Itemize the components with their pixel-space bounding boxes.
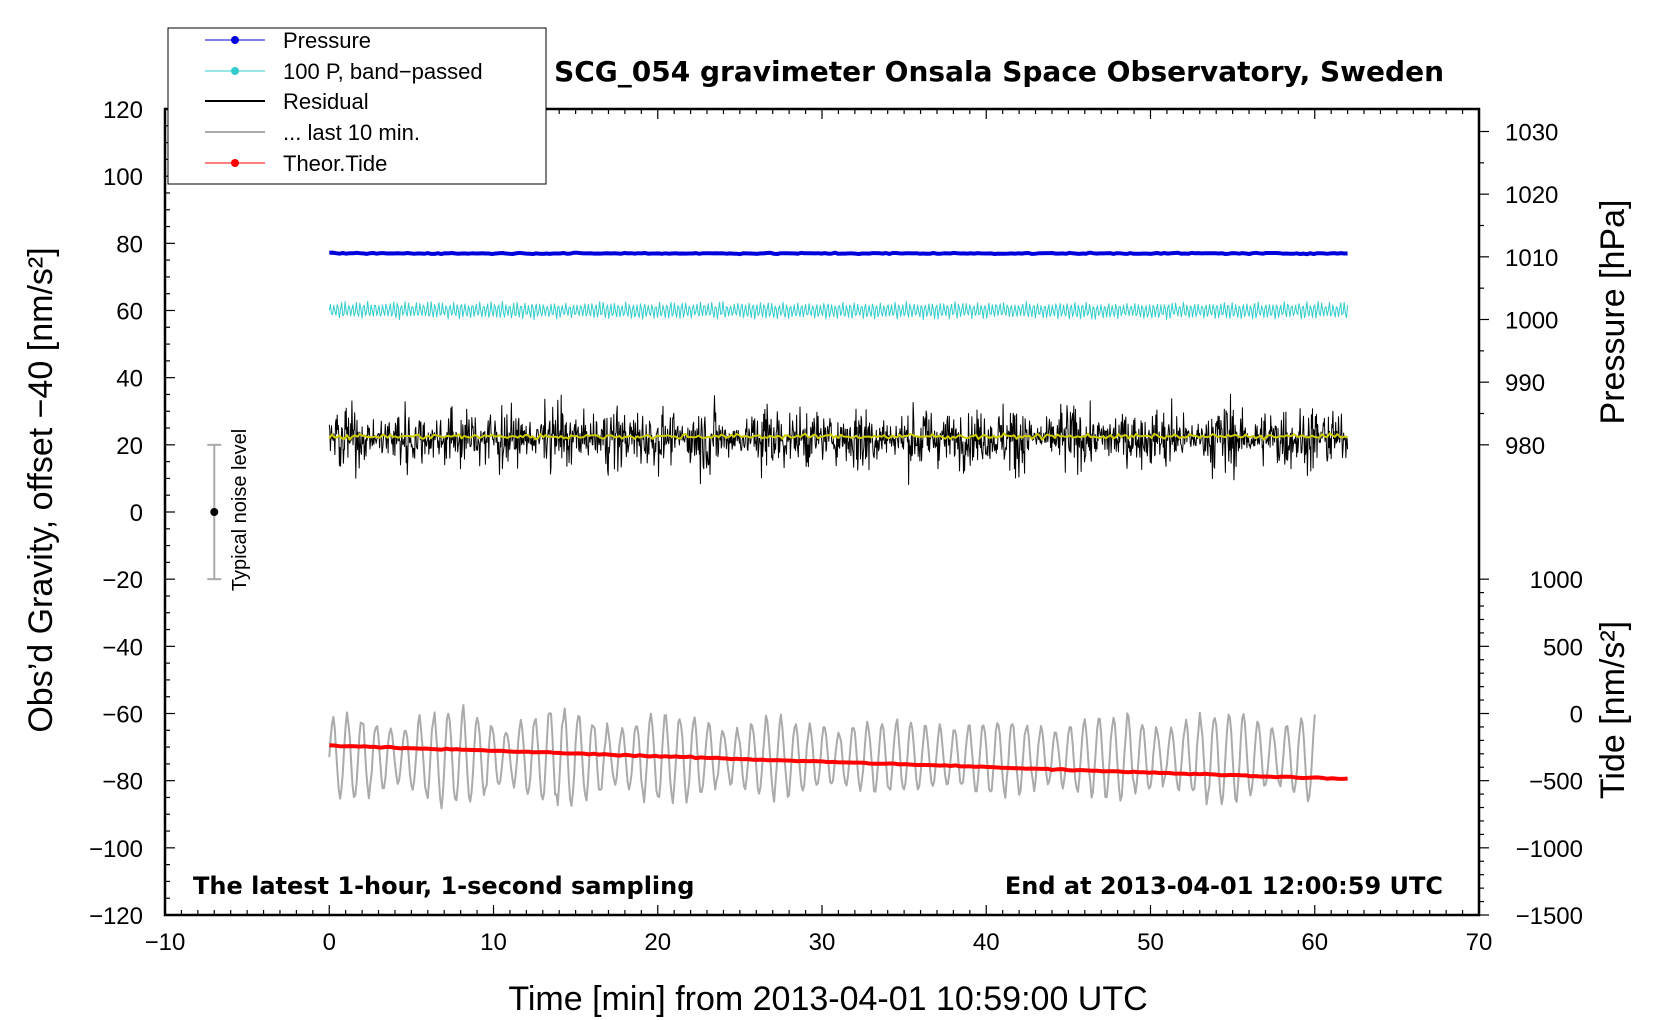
- noise-bar-center-dot: [210, 508, 219, 516]
- legend-label-pressure: Pressure: [283, 28, 371, 53]
- note-sampling: The latest 1-hour, 1-second sampling: [193, 872, 694, 900]
- legend-label-last-10-min: ... last 10 min.: [283, 120, 420, 145]
- x-tick-label: 0: [323, 929, 336, 956]
- labels-layer: −10 0 10 20 30 40 50 60 70−120−100−80−60−40−2002…: [89, 97, 1583, 956]
- legend-label-band-passed: 100 P, band−passed: [283, 59, 483, 84]
- y-tick-label: 80: [116, 231, 143, 258]
- x-tick-label: 70: [1466, 929, 1493, 956]
- noise-level-indicator: [207, 443, 222, 581]
- y-tick-label: −100: [89, 836, 143, 863]
- ticks-layer: [164, 108, 1489, 916]
- tide-tick-label: 500: [1543, 634, 1583, 661]
- legend-item-theor-tide: Theor.Tide: [205, 151, 387, 176]
- x-tick-label: 10: [480, 929, 507, 956]
- x-tick-label: 60: [1301, 929, 1328, 956]
- y-tick-label: 120: [103, 97, 143, 124]
- series-residual: [328, 393, 1349, 485]
- y-tick-label: 40: [116, 366, 143, 393]
- tide-tick-label: −1500: [1516, 903, 1583, 930]
- legend-box: [167, 27, 547, 185]
- series-running-mean: [328, 432, 1348, 441]
- pressure-tick-label: 1020: [1505, 182, 1558, 209]
- y-tick-label: 100: [103, 164, 143, 191]
- pressure-tick-label: 980: [1505, 433, 1545, 460]
- series-pressure: [329, 250, 1348, 257]
- series-theor-tide: [329, 743, 1348, 781]
- x-tick-label: 20: [644, 929, 671, 956]
- series-layer: [328, 250, 1349, 810]
- y-tick-label: 60: [116, 299, 143, 326]
- x-tick-label: 30: [809, 929, 836, 956]
- legend-item-band-passed: 100 P, band−passed: [205, 59, 483, 84]
- y-tick-label: 0: [130, 500, 143, 527]
- y-axis-left-title: Obs’d Gravity, offset −40 [nm/s²]: [22, 247, 60, 732]
- axes-layer: [163, 107, 1481, 917]
- legend-item-residual: Residual: [205, 89, 369, 114]
- legend-marker-band-passed: [231, 67, 239, 75]
- chart-title: SCG_054 gravimeter Onsala Space Observat…: [554, 55, 1444, 88]
- note-end-time: End at 2013-04-01 12:00:59 UTC: [1005, 872, 1443, 900]
- legend-marker-theor-tide: [231, 159, 239, 167]
- series-last-10-min: [328, 704, 1316, 810]
- pressure-tick-label: 1030: [1505, 120, 1558, 147]
- pressure-tick-label: 1000: [1505, 308, 1558, 335]
- y-axis-pressure-title: Pressure [hPa]: [1594, 200, 1632, 425]
- noise-level-label: Typical noise level: [229, 429, 251, 591]
- y-tick-label: −20: [102, 567, 143, 594]
- pressure-tick-label: 990: [1505, 370, 1545, 397]
- y-tick-label: −40: [102, 634, 143, 661]
- y-tick-label: −60: [102, 702, 143, 729]
- pressure-tick-label: 1010: [1505, 245, 1558, 272]
- tide-tick-label: 1000: [1530, 567, 1583, 594]
- legend-label-theor-tide: Theor.Tide: [283, 151, 387, 176]
- x-tick-label: 50: [1137, 929, 1164, 956]
- legend-label-residual: Residual: [283, 89, 369, 114]
- tide-tick-label: −500: [1529, 769, 1583, 796]
- legend-marker-pressure: [231, 36, 239, 44]
- series-band-passed: [328, 300, 1349, 321]
- tide-tick-label: −1000: [1516, 836, 1583, 863]
- legend-item-last-10-min: ... last 10 min.: [205, 120, 420, 145]
- x-axis-title: Time [min] from 2013-04-01 10:59:00 UTC: [508, 980, 1147, 1018]
- legend-item-pressure: Pressure: [205, 28, 371, 53]
- legend: Pressure 100 P, band−passed Residual ...…: [167, 27, 547, 185]
- tide-tick-label: 0: [1570, 702, 1583, 729]
- y-tick-label: −120: [89, 903, 143, 930]
- plot-frame: [163, 107, 1481, 917]
- x-tick-label: 40: [973, 929, 1000, 956]
- y-tick-label: −80: [102, 769, 143, 796]
- x-tick-label: −10: [145, 929, 186, 956]
- y-axis-tide-title: Tide [nm/s²]: [1594, 621, 1632, 799]
- y-tick-label: 20: [116, 433, 143, 460]
